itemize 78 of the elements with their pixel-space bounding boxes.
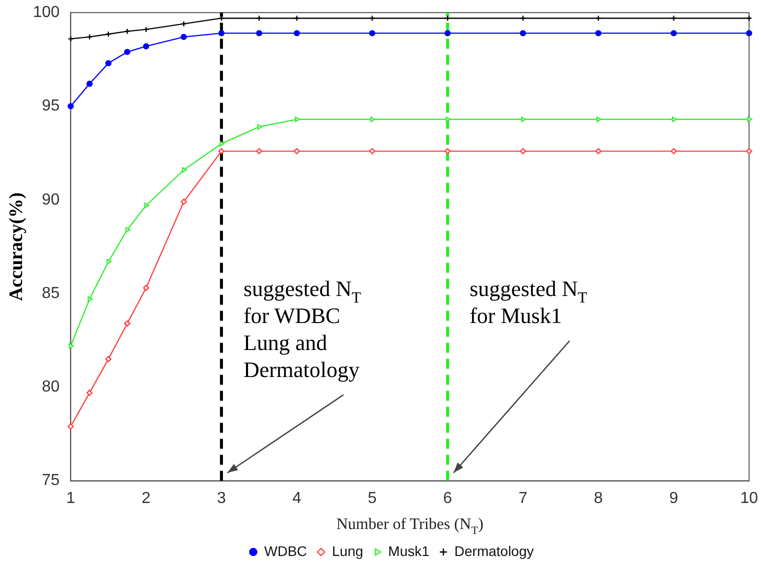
y-axis-title: Accuracy(%) [6, 192, 27, 302]
point [746, 148, 752, 154]
point [521, 116, 526, 122]
point [369, 30, 376, 36]
point [294, 116, 300, 122]
point [746, 30, 752, 36]
point [747, 116, 752, 122]
x-tick-label: 1 [66, 490, 76, 507]
point [180, 198, 187, 205]
point [180, 34, 187, 40]
point [86, 390, 93, 396]
point [370, 116, 376, 122]
legend-label: WDBC [264, 542, 308, 559]
point [68, 343, 74, 349]
point [86, 34, 93, 40]
point [595, 30, 602, 36]
x-tick-label: 6 [443, 490, 452, 507]
point [596, 116, 602, 122]
point [256, 30, 262, 36]
x-tick-label: 8 [594, 490, 603, 507]
point [670, 148, 677, 154]
point [86, 80, 93, 87]
point [182, 167, 187, 173]
point [595, 15, 602, 22]
point [105, 31, 112, 38]
y-tick-label: 90 [42, 191, 60, 208]
point [105, 356, 112, 362]
point [256, 148, 262, 154]
point [595, 148, 602, 154]
x-tick-label: 2 [142, 490, 151, 507]
point [125, 227, 130, 233]
point [444, 30, 451, 36]
point [68, 103, 74, 110]
point [142, 43, 150, 50]
point [68, 423, 74, 430]
x-tick-label: 7 [518, 490, 528, 507]
x-tick-label: 4 [292, 490, 302, 507]
point [256, 15, 262, 22]
point [670, 30, 677, 36]
x-tick-label: 5 [368, 490, 377, 507]
point [180, 20, 187, 27]
point [124, 28, 130, 34]
point [444, 15, 451, 22]
point [218, 30, 225, 36]
point [294, 30, 300, 36]
point [144, 202, 150, 208]
legend-label: Musk1 [388, 542, 430, 559]
y-tick-label: 85 [42, 284, 60, 302]
point [444, 148, 451, 154]
x-tick-label: 10 [740, 490, 758, 507]
point [670, 15, 677, 22]
point [520, 148, 526, 154]
point [446, 116, 451, 122]
point [124, 48, 130, 56]
point [88, 296, 93, 302]
point [294, 15, 300, 22]
point [520, 30, 526, 36]
x-tick-label: 9 [669, 490, 678, 507]
point [142, 26, 150, 33]
y-tick-label: 100 [32, 4, 60, 22]
x-tick-label: 3 [217, 490, 226, 507]
point [294, 148, 300, 154]
point [105, 60, 112, 66]
point [520, 15, 526, 22]
point [257, 124, 262, 130]
point [220, 140, 225, 146]
legend-label: Dermatology [454, 542, 534, 559]
y-tick-label: 80 [42, 378, 60, 396]
point [124, 320, 130, 327]
point [218, 148, 225, 154]
y-tick-label: 95 [42, 98, 60, 115]
point [142, 284, 150, 291]
point [369, 148, 376, 154]
point [369, 15, 376, 22]
y-tick-label: 75 [42, 472, 60, 490]
point [672, 116, 677, 122]
point [106, 258, 112, 264]
legend-label: Lung [332, 542, 364, 559]
